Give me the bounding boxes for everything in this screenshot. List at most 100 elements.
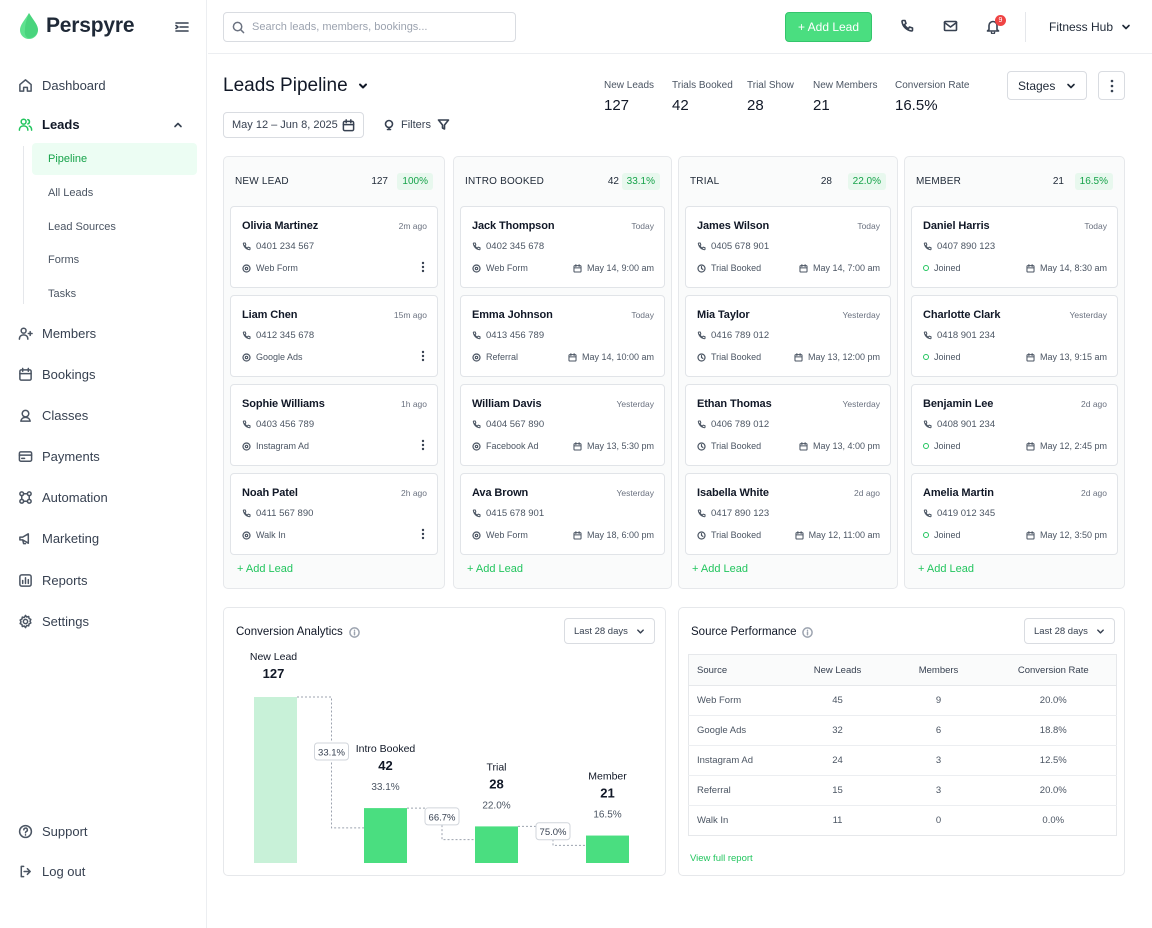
sidebar-item-payments[interactable]: Payments xyxy=(18,445,190,467)
source-icon xyxy=(472,263,481,273)
source-range-dropdown[interactable]: Last 28 days xyxy=(1024,618,1115,644)
kpi-value: 21 xyxy=(813,97,830,114)
col-header-members[interactable]: Members xyxy=(886,654,991,686)
lead-card[interactable]: Ava Brown Yesterday 0415 678 901 Web For… xyxy=(460,473,665,555)
lead-card[interactable]: Charlotte Clark Yesterday 0418 901 234 J… xyxy=(911,295,1118,377)
funnel-connector xyxy=(297,696,364,829)
info-icon[interactable] xyxy=(348,626,360,638)
column-title: MEMBER xyxy=(916,176,962,187)
search-icon xyxy=(232,21,245,33)
sidebar-collapse-icon[interactable] xyxy=(175,20,189,34)
sidebar-item-automation[interactable]: Automation xyxy=(18,486,190,508)
sidebar-item-settings[interactable]: Settings xyxy=(18,610,190,632)
funnel-value-label: 21 xyxy=(600,786,614,801)
table-row[interactable]: Walk In 11 0 0.0% xyxy=(689,806,1117,836)
lead-card[interactable]: Liam Chen 15m ago 0412 345 678 Google Ad… xyxy=(230,295,438,377)
table-cell: 9 xyxy=(886,685,991,716)
clock-icon xyxy=(697,352,706,362)
funnel-bar-new-lead[interactable] xyxy=(254,697,297,863)
lead-card[interactable]: Daniel Harris Today 0407 890 123 Joined … xyxy=(911,206,1118,288)
phone-icon[interactable] xyxy=(900,19,914,33)
lead-date-value: May 12, 11:00 am xyxy=(808,530,880,540)
chevron-up-icon[interactable] xyxy=(173,120,183,130)
table-row[interactable]: Referral 15 3 20.0% xyxy=(688,775,1117,806)
lead-name: Daniel Harris xyxy=(923,220,990,232)
sidebar-item-leads[interactable]: Leads xyxy=(18,113,190,135)
funnel-bar-trial[interactable] xyxy=(475,826,518,863)
sidebar-subitem-lead-sources[interactable]: Lead Sources xyxy=(48,221,116,233)
sidebar-subitem-all-leads[interactable]: All Leads xyxy=(48,187,94,199)
table-row[interactable]: Google Ads 32 6 18.8% xyxy=(688,715,1117,746)
search-input[interactable] xyxy=(252,21,502,33)
search-box[interactable] xyxy=(223,12,516,42)
col-header-conversion-rate[interactable]: Conversion Rate xyxy=(990,654,1117,686)
phone-icon xyxy=(697,420,706,429)
funnel-bar-intro-booked[interactable] xyxy=(364,808,407,863)
lead-source-value: Google Ads xyxy=(256,352,303,362)
sidebar-item-logout[interactable]: Log out xyxy=(18,860,190,882)
lead-card[interactable]: James Wilson Today 0405 678 901 Trial Bo… xyxy=(685,206,891,288)
column-count: 21 xyxy=(1052,176,1064,187)
sidebar-subitem-forms[interactable]: Forms xyxy=(48,254,80,266)
sidebar-item-dashboard[interactable]: Dashboard xyxy=(18,74,190,96)
lead-name: William Davis xyxy=(472,398,542,410)
card-menu-icon[interactable] xyxy=(421,439,425,451)
card-menu-icon[interactable] xyxy=(421,261,425,273)
lead-card[interactable]: William Davis Yesterday 0404 567 890 Fac… xyxy=(460,384,665,466)
sidebar-item-bookings[interactable]: Bookings xyxy=(18,363,190,385)
column-add-lead-button[interactable]: + Add Lead xyxy=(918,563,974,575)
col-header-source[interactable]: Source xyxy=(688,654,789,686)
funnel-bar-member[interactable] xyxy=(586,835,629,863)
card-menu-icon[interactable] xyxy=(421,528,425,540)
chevron-down-icon xyxy=(1067,83,1075,88)
sidebar-item-classes[interactable]: Classes xyxy=(18,404,190,426)
lead-card[interactable]: Jack Thompson Today 0402 345 678 Web For… xyxy=(460,206,665,288)
lead-card[interactable]: Benjamin Lee 2d ago 0408 901 234 Joined … xyxy=(911,384,1118,466)
conversion-analytics-title: Conversion Analytics xyxy=(236,626,343,638)
kpi-label: Conversion Rate xyxy=(895,80,970,91)
add-lead-button[interactable]: + Add Lead xyxy=(785,12,872,42)
lead-phone-value: 0401 234 567 xyxy=(256,241,315,252)
sidebar-item-members[interactable]: Members xyxy=(18,322,190,344)
table-row[interactable]: Instagram Ad 24 3 12.5% xyxy=(688,745,1117,776)
kpi-value: 16.5% xyxy=(895,97,938,114)
col-header-new-leads[interactable]: New Leads xyxy=(788,654,887,686)
sidebar-subitem-tasks[interactable]: Tasks xyxy=(48,288,77,300)
lead-card[interactable]: Amelia Martin 2d ago 0419 012 345 Joined… xyxy=(911,473,1118,555)
lead-card[interactable]: Mia Taylor Yesterday 0416 789 012 Trial … xyxy=(685,295,891,377)
brand-logo[interactable]: Perspyre xyxy=(18,12,134,40)
phone-icon xyxy=(697,509,706,518)
sidebar-item-support[interactable]: Support xyxy=(18,820,190,842)
lead-card[interactable]: Isabella White 2d ago 0417 890 123 Trial… xyxy=(685,473,891,555)
column-add-lead-button[interactable]: + Add Lead xyxy=(467,563,523,575)
stages-dropdown[interactable]: Stages xyxy=(1007,71,1087,100)
more-options-button[interactable] xyxy=(1098,71,1125,100)
mail-icon[interactable] xyxy=(943,19,958,33)
lead-card[interactable]: Olivia Martinez 2m ago 0401 234 567 Web … xyxy=(230,206,438,288)
lead-time: Today xyxy=(857,221,880,231)
date-range-picker[interactable]: May 12 – Jun 8, 2025 xyxy=(223,112,364,138)
analytics-range-dropdown[interactable]: Last 28 days xyxy=(564,618,655,644)
column-add-lead-button[interactable]: + Add Lead xyxy=(237,563,293,575)
view-full-report-link[interactable]: View full report xyxy=(690,853,753,864)
funnel-step-rate: 66.7% xyxy=(429,812,456,823)
page-title-dropdown[interactable]: Leads Pipeline xyxy=(223,75,368,97)
org-switcher[interactable]: Fitness Hub xyxy=(1049,20,1131,34)
sidebar-subitem-pipeline[interactable]: Pipeline xyxy=(32,143,197,175)
column-add-lead-button[interactable]: + Add Lead xyxy=(692,563,748,575)
lead-card[interactable]: Noah Patel 2h ago 0411 567 890 Walk In xyxy=(230,473,438,555)
lead-phone: 0416 789 012 xyxy=(697,330,769,341)
card-menu-icon[interactable] xyxy=(421,350,425,362)
lead-card[interactable]: Ethan Thomas Yesterday 0406 789 012 Tria… xyxy=(685,384,891,466)
lead-phone-value: 0403 456 789 xyxy=(256,419,315,430)
lead-source-value: Web Form xyxy=(256,263,298,273)
sidebar-item-marketing[interactable]: Marketing xyxy=(18,527,190,549)
lead-source: Web Form xyxy=(472,530,528,540)
lead-name: Mia Taylor xyxy=(697,309,750,321)
info-icon[interactable] xyxy=(802,626,814,638)
lead-card[interactable]: Emma Johnson Today 0413 456 789 Referral… xyxy=(460,295,665,377)
lead-card[interactable]: Sophie Williams 1h ago 0403 456 789 Inst… xyxy=(230,384,438,466)
table-row[interactable]: Web Form 45 9 20.0% xyxy=(688,685,1117,716)
sidebar-item-reports[interactable]: Reports xyxy=(18,569,190,591)
filters-button[interactable]: Filters xyxy=(383,118,450,131)
